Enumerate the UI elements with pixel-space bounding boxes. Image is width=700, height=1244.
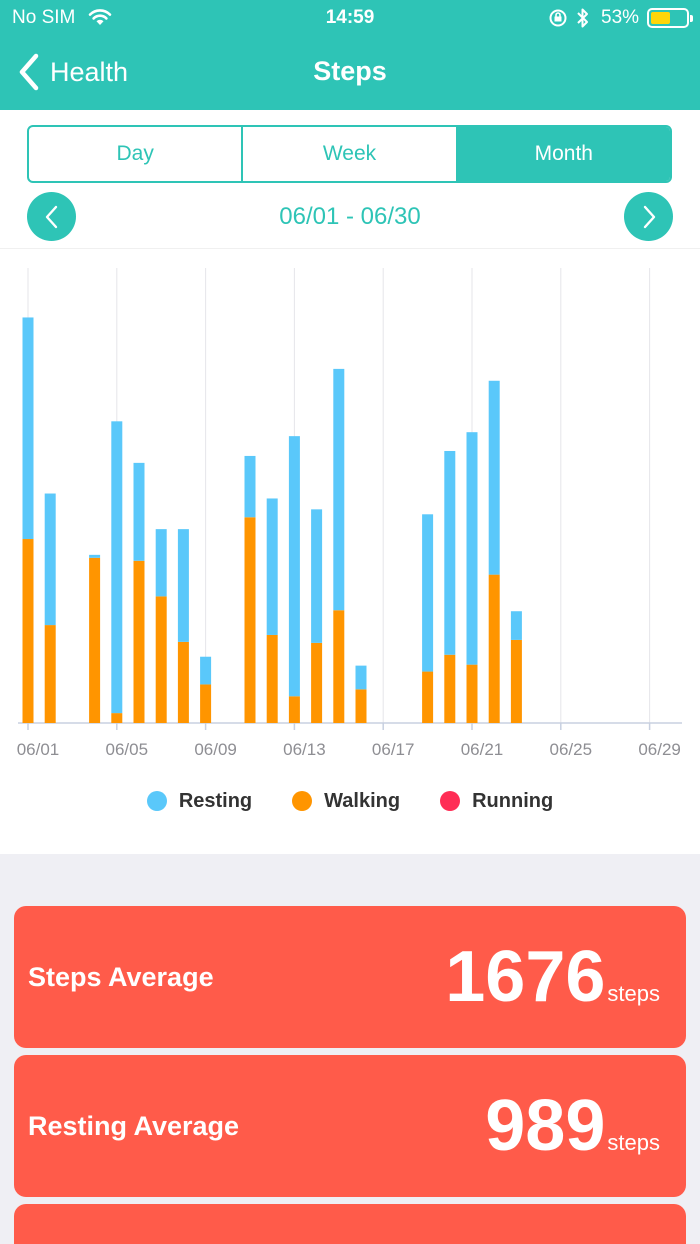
- stat-value: 989: [485, 1086, 606, 1166]
- x-tick-label: 06/09: [194, 740, 237, 759]
- x-tick-label: 06/17: [372, 740, 415, 759]
- bar-resting-06-04[interactable]: [89, 554, 101, 558]
- wifi-icon: [88, 8, 112, 32]
- bar-resting-06-15[interactable]: [333, 368, 345, 611]
- bar-walking-06-23[interactable]: [510, 639, 522, 723]
- divider: [0, 248, 700, 249]
- bar-walking-06-09[interactable]: [200, 684, 212, 723]
- x-tick-label: 06/21: [461, 740, 504, 759]
- legend-label: Resting: [178, 789, 253, 812]
- bar-resting-06-02[interactable]: [44, 493, 56, 626]
- legend-dot: [292, 791, 313, 811]
- x-tick-label: 06/25: [550, 740, 593, 759]
- status-time: 14:59: [325, 7, 375, 28]
- bluetooth-icon: [576, 7, 590, 35]
- next-stat-card[interactable]: [14, 1204, 686, 1244]
- tab-week[interactable]: Week: [243, 127, 458, 181]
- steps-bar-chart: 06/01 06/05 06/09 06/13 06/17 06/21 06/25 06/29: [17, 268, 682, 759]
- bar-walking-06-15[interactable]: [333, 610, 345, 723]
- bar-resting-06-11[interactable]: [244, 455, 256, 518]
- legend-item-walking: Walking: [292, 790, 400, 813]
- stat-value-group: 1676 steps: [445, 936, 660, 1018]
- bar-walking-06-01[interactable]: [22, 539, 34, 723]
- x-tick-label: 06/29: [638, 740, 681, 759]
- orientation-lock-icon: [548, 8, 568, 34]
- status-bar: No SIM 14:59 53%: [0, 0, 700, 36]
- bar-resting-06-05[interactable]: [111, 421, 123, 714]
- bar-walking-06-06[interactable]: [133, 560, 145, 723]
- carrier-label: No SIM: [12, 7, 76, 28]
- bar-walking-06-02[interactable]: [44, 625, 56, 723]
- legend-item-running: Running: [440, 790, 553, 813]
- bar-walking-06-20[interactable]: [444, 654, 456, 723]
- back-label: Health: [50, 56, 129, 87]
- bar-resting-06-20[interactable]: [444, 450, 456, 655]
- chart-panel: Day Week Month 06/01 - 06/30 06/01 06/05 0…: [0, 110, 700, 854]
- legend-dot: [146, 791, 167, 811]
- chevron-right-icon: [643, 205, 655, 228]
- stat-unit: steps: [607, 981, 660, 1006]
- legend-item-resting: Resting: [146, 789, 253, 813]
- bar-walking-06-04[interactable]: [89, 557, 101, 723]
- bar-resting-06-19[interactable]: [422, 514, 434, 672]
- steps-average-card[interactable]: Steps Average 1676 steps: [14, 906, 686, 1048]
- period-segmented-control: Day Week Month: [27, 125, 672, 183]
- bar-resting-06-16[interactable]: [355, 665, 367, 690]
- bar-walking-06-19[interactable]: [422, 671, 434, 723]
- bar-resting-06-21[interactable]: [466, 432, 478, 665]
- bar-walking-06-08[interactable]: [177, 641, 189, 723]
- bar-resting-06-22[interactable]: [488, 380, 500, 575]
- stat-value-group: 989 steps: [485, 1085, 660, 1167]
- bar-resting-06-13[interactable]: [288, 436, 300, 697]
- date-range-label: 06/01 - 06/30: [279, 203, 421, 230]
- bar-walking-06-21[interactable]: [466, 664, 478, 723]
- bar-resting-06-09[interactable]: [200, 656, 212, 685]
- legend-dot: [440, 791, 461, 811]
- bar-resting-06-08[interactable]: [177, 529, 189, 642]
- back-button[interactable]: Health: [18, 50, 128, 94]
- previous-period-button[interactable]: [27, 192, 76, 241]
- stat-label: Steps Average: [28, 962, 214, 992]
- bar-walking-06-13[interactable]: [288, 696, 300, 723]
- date-range-row: 06/01 - 06/30: [0, 192, 700, 242]
- battery-icon: [647, 8, 693, 28]
- bar-walking-06-11[interactable]: [244, 517, 256, 723]
- resting-average-card[interactable]: Resting Average 989 steps: [14, 1055, 686, 1197]
- chevron-left-icon: [19, 53, 39, 91]
- bar-resting-06-01[interactable]: [22, 317, 34, 540]
- stat-unit: steps: [607, 1130, 660, 1155]
- bar-resting-06-14[interactable]: [311, 509, 323, 643]
- bar-walking-06-22[interactable]: [488, 574, 500, 723]
- bar-walking-06-05[interactable]: [111, 713, 123, 723]
- bar-walking-06-07[interactable]: [155, 596, 167, 723]
- bar-resting-06-07[interactable]: [155, 529, 167, 597]
- nav-bar: Health Steps: [0, 36, 700, 110]
- battery-percent: 53%: [601, 7, 640, 28]
- tab-day[interactable]: Day: [29, 127, 244, 181]
- bar-walking-06-12[interactable]: [266, 634, 278, 723]
- bar-walking-06-14[interactable]: [311, 642, 323, 723]
- stat-label: Resting Average: [28, 1111, 240, 1141]
- bar-resting-06-12[interactable]: [266, 498, 278, 635]
- chevron-left-icon: [45, 205, 57, 228]
- tab-month[interactable]: Month: [457, 127, 670, 181]
- bar-walking-06-16[interactable]: [355, 689, 367, 723]
- bar-resting-06-23[interactable]: [510, 611, 522, 640]
- x-tick-label: 06/13: [283, 740, 326, 759]
- legend-label: Walking: [324, 789, 401, 812]
- legend-label: Running: [472, 789, 554, 812]
- next-period-button[interactable]: [624, 192, 673, 241]
- bar-resting-06-06[interactable]: [133, 462, 145, 561]
- stat-value: 1676: [445, 937, 606, 1017]
- x-tick-label: 06/01: [17, 740, 60, 759]
- chart-legend: Resting Walking Running: [0, 786, 700, 816]
- x-tick-label: 06/05: [106, 740, 149, 759]
